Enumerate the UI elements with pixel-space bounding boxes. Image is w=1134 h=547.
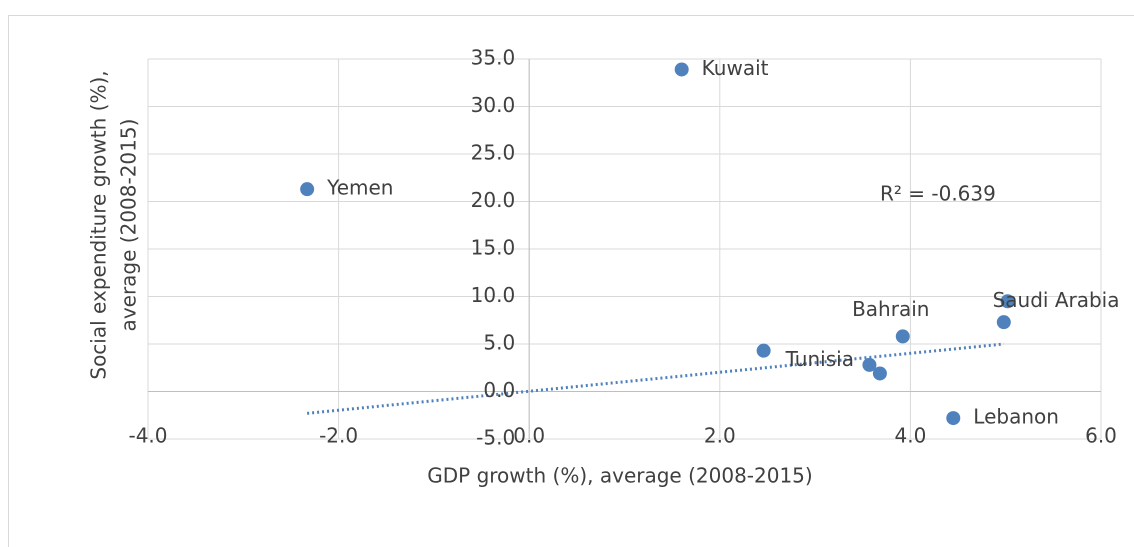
y-tick-label: 25.0: [471, 141, 516, 165]
trendline: [307, 342, 1004, 415]
point-label: Yemen: [326, 176, 393, 200]
y-tick-label: -5.0: [476, 426, 515, 450]
x-tick-label: -4.0: [128, 424, 167, 448]
x-tick-label: -2.0: [319, 424, 358, 448]
point-label: Lebanon: [973, 405, 1059, 429]
r-squared-annotation: R² = -0.639: [880, 182, 996, 206]
data-point: [996, 315, 1011, 330]
data-point: [862, 357, 877, 372]
point-label: Tunisia: [785, 347, 854, 371]
y-tick-label: 5.0: [483, 331, 515, 355]
point-label: Saudi Arabia: [993, 288, 1120, 312]
y-tick-label: 15.0: [471, 236, 516, 260]
x-tick-label: 4.0: [894, 424, 926, 448]
y-axis-title: Social expenditure growth (%),: [87, 70, 111, 379]
x-tick-label: 0.0: [513, 424, 545, 448]
y-tick-label: 35.0: [471, 46, 516, 70]
y-tick-label: 0.0: [483, 378, 515, 402]
data-point: [872, 366, 887, 381]
y-tick-label: 20.0: [471, 188, 516, 212]
data-point: [1000, 294, 1015, 309]
chart-border: [8, 15, 1134, 547]
point-label: Bahrain: [852, 297, 929, 321]
y-tick-label: 10.0: [471, 283, 516, 307]
point-label: Kuwait: [702, 56, 769, 80]
data-point: [895, 329, 910, 344]
y-axis-title: average (2008-2015): [117, 119, 141, 332]
data-point: [946, 411, 961, 426]
x-tick-label: 2.0: [704, 424, 736, 448]
data-point: [674, 62, 689, 77]
y-tick-label: 30.0: [471, 93, 516, 117]
data-point: [756, 343, 771, 358]
data-point: [300, 182, 315, 197]
x-tick-label: 6.0: [1085, 424, 1117, 448]
x-axis-title: GDP growth (%), average (2008-2015): [427, 464, 812, 488]
